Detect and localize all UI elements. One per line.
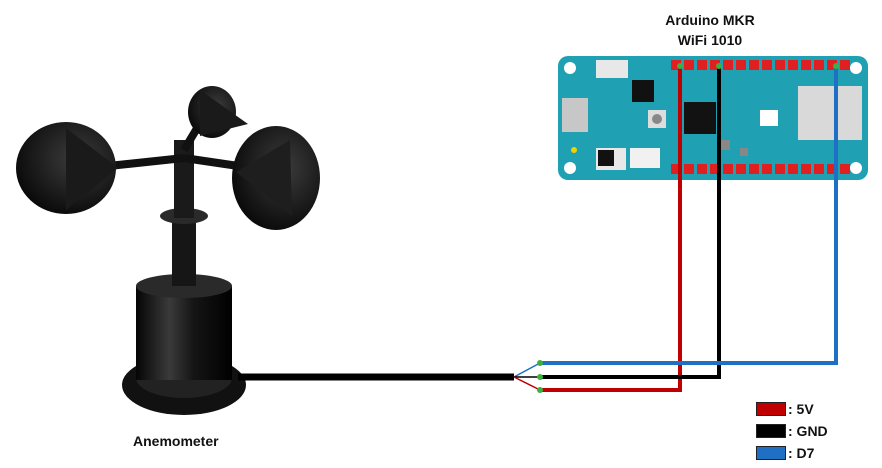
button-cap <box>652 114 662 124</box>
header-pin <box>736 60 746 70</box>
header-pin <box>827 164 837 174</box>
anemometer-body <box>136 286 232 380</box>
wire-stub-red <box>513 376 541 391</box>
header-pin <box>801 60 811 70</box>
wire-stub-blue <box>513 362 541 378</box>
smd-part <box>740 148 748 156</box>
white-connector <box>630 148 660 168</box>
header-pin <box>671 60 681 70</box>
header-pin <box>827 60 837 70</box>
header-pin <box>749 60 759 70</box>
board-title-line1: Arduino MKR <box>665 12 755 28</box>
legend-label: : 5V <box>788 401 814 417</box>
wire-d7 <box>540 66 838 365</box>
anemometer-cup-cone <box>200 90 248 136</box>
legend: : 5V : GND : D7 <box>756 398 828 464</box>
crypto-chip <box>760 110 778 126</box>
wire-node <box>537 360 543 366</box>
anemometer-shaft <box>174 140 194 218</box>
legend-item-d7: : D7 <box>756 442 828 464</box>
header-pin <box>684 60 694 70</box>
header-pin <box>684 164 694 174</box>
microcontroller <box>684 102 716 134</box>
header-pin <box>762 60 772 70</box>
header-pin <box>840 164 850 174</box>
header-pin <box>788 164 798 174</box>
header-pin <box>775 164 785 174</box>
legend-swatch <box>756 402 786 416</box>
led <box>571 147 577 153</box>
header-pin <box>710 164 720 174</box>
header-pin <box>723 60 733 70</box>
anemometer <box>16 86 514 415</box>
mount-hole <box>564 62 576 74</box>
wires <box>513 63 839 393</box>
legend-item-gnd: : GND <box>756 420 828 442</box>
mount-hole <box>564 162 576 174</box>
board-title: Arduino MKR WiFi 1010 <box>600 10 820 50</box>
header-pin <box>723 164 733 174</box>
arduino-board <box>558 56 868 180</box>
wire-node <box>716 63 722 69</box>
wire-5v <box>540 66 682 392</box>
header-pin <box>775 60 785 70</box>
wire-node <box>537 387 543 393</box>
header-pin <box>710 60 720 70</box>
usb-connector <box>562 98 588 132</box>
chip <box>598 150 614 166</box>
smd-part <box>720 140 730 150</box>
legend-swatch <box>756 424 786 438</box>
board-title-line2: WiFi 1010 <box>677 32 743 48</box>
wire-node <box>537 374 543 380</box>
header-pin <box>671 164 681 174</box>
header-pin <box>762 164 772 174</box>
wifi-module <box>798 86 862 140</box>
header-pin <box>814 60 824 70</box>
header-pin <box>697 60 707 70</box>
wire-node <box>677 63 683 69</box>
bottom-pin-header <box>671 164 850 174</box>
wire-node <box>833 63 839 69</box>
header-pin <box>697 164 707 174</box>
legend-swatch <box>756 446 786 460</box>
header-pin <box>840 60 850 70</box>
legend-item-5v: : 5V <box>756 398 828 420</box>
header-pin <box>814 164 824 174</box>
mount-hole <box>850 162 862 174</box>
header-pin <box>736 164 746 174</box>
chip <box>632 80 654 102</box>
anemometer-neck <box>172 216 196 286</box>
battery-connector <box>596 60 628 78</box>
legend-label: : D7 <box>788 445 815 461</box>
mount-hole <box>850 62 862 74</box>
header-pin <box>801 164 811 174</box>
anemometer-cup-cone <box>236 140 292 216</box>
header-pin <box>749 164 759 174</box>
top-pin-header <box>671 60 850 70</box>
anemometer-label: Anemometer <box>133 433 219 449</box>
anemometer-cup-cone <box>66 128 118 210</box>
legend-label: : GND <box>788 423 828 439</box>
wire-gnd <box>540 66 721 379</box>
header-pin <box>788 60 798 70</box>
